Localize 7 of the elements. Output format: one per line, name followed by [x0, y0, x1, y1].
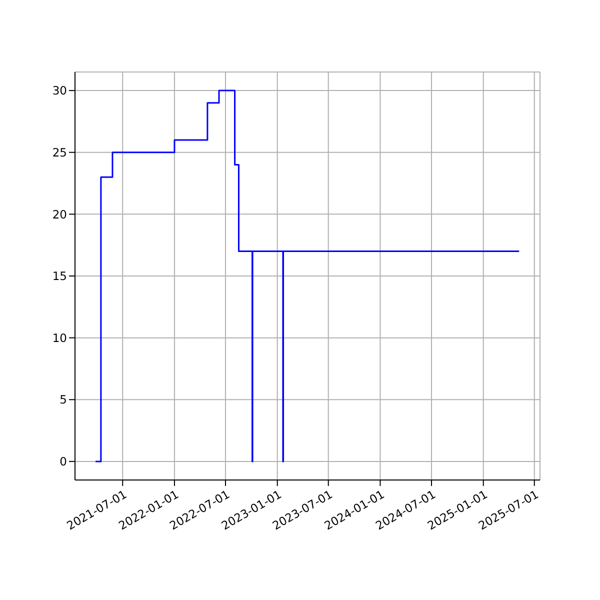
y-tick-label: 10: [52, 330, 67, 345]
y-tick-label: 0: [60, 454, 67, 469]
y-tick-label: 5: [60, 392, 67, 407]
y-tick-label: 15: [52, 269, 67, 284]
y-tick-label: 25: [52, 145, 67, 160]
y-tick-label: 30: [52, 84, 67, 98]
y-tick-label: 20: [52, 207, 67, 222]
